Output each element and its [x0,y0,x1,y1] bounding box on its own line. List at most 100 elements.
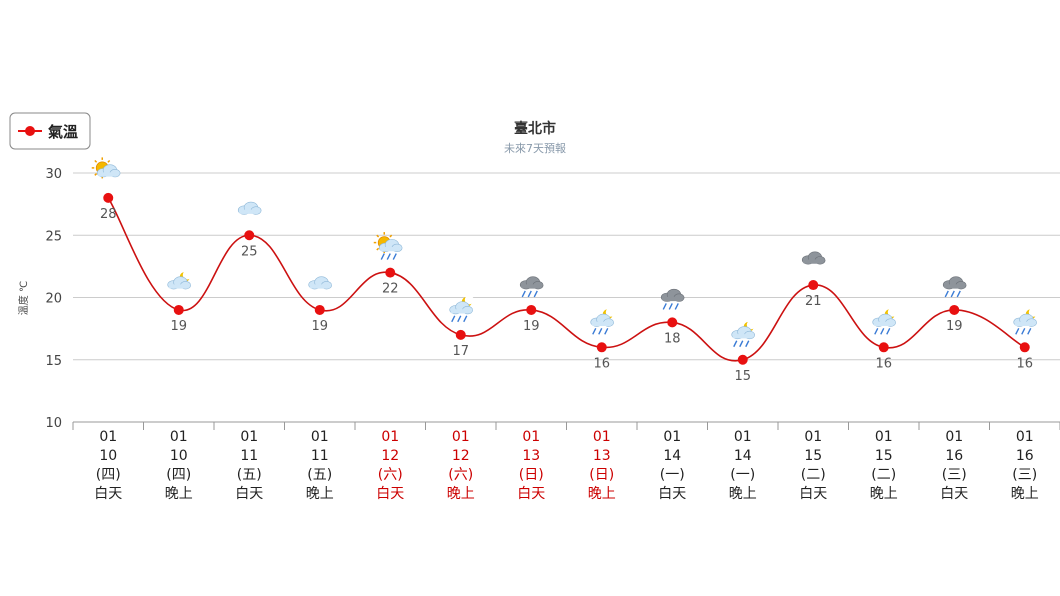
data-point[interactable] [314,304,325,315]
x-tick-label: 白天 [517,486,545,502]
rain-drop [533,290,538,298]
x-tick-label: 白天 [235,486,263,502]
rain-drop [604,327,609,335]
data-point[interactable] [244,230,255,241]
x-tick-label: 14 [663,448,681,464]
rain-drop [950,290,955,298]
y-tick-label: 30 [45,167,62,182]
data-point[interactable] [1019,342,1030,353]
data-label: 19 [170,319,187,334]
data-point[interactable] [878,342,889,353]
x-tick-label: 14 [734,448,752,464]
data-points[interactable] [103,192,1030,365]
data-point[interactable] [949,304,960,315]
data-label: 19 [523,319,540,334]
x-tick-label: 01 [522,429,540,445]
data-point[interactable] [808,280,819,291]
grid-lines [73,172,1060,423]
dark-cloud-rain-icon [660,288,685,310]
data-point[interactable] [173,304,184,315]
x-tick-label: 白天 [658,486,686,502]
moon-cloud-rain-icon [590,307,615,335]
rain-drop [956,290,961,298]
x-tick-label: (三) [942,467,967,483]
cloud-shape [167,276,191,290]
rain-drop [745,340,750,348]
x-tick-label: (六) [378,467,403,483]
x-tick-label: 晚上 [447,486,475,502]
rain-drop [880,327,885,335]
x-tick-label: 01 [875,429,893,445]
x-tick-label: (六) [448,467,473,483]
weather-icons [91,157,1038,348]
x-tick-label: (一) [730,467,755,483]
x-tick-label: 白天 [940,486,968,502]
x-tick-label: (二) [871,467,896,483]
x-tick-label: 白天 [376,486,404,502]
sun-cloud-rain-icon [373,232,403,260]
temperature-series [107,197,1026,362]
data-point[interactable] [737,354,748,365]
x-tick-label: 16 [945,448,963,464]
legend[interactable]: 氣溫 [9,112,91,150]
rain-drop [1015,327,1020,335]
cloud-shape [96,164,121,178]
rain-drop [733,340,738,348]
legend-label: 氣溫 [48,123,78,141]
cloud-shape [590,313,614,327]
x-tick-label: (四) [166,467,191,483]
x-tick-label: 晚上 [729,486,757,502]
x-tick-label: 白天 [799,486,827,502]
data-label: 15 [734,369,751,384]
data-point[interactable] [385,267,396,278]
x-tick-label: 13 [593,448,611,464]
y-tick-label: 15 [45,354,62,369]
data-point[interactable] [667,317,678,328]
sunny-cloud-icon [91,157,121,179]
x-tick-label: 01 [240,429,258,445]
x-tick-label: 晚上 [306,486,334,502]
data-label: 19 [311,319,328,334]
chart-title: 臺北市 [514,120,556,137]
rain-drop [380,253,385,260]
x-tick-label: 12 [452,448,470,464]
x-tick-label: (一) [660,467,685,483]
x-tick-label: 10 [99,448,117,464]
y-axis-label: 溫度 ℃ [17,281,30,315]
moon-cloud-rain-icon [449,295,474,323]
cloud-shape [660,288,685,302]
x-tick-label: 01 [381,429,399,445]
rain-drop [457,315,462,323]
rain-drop [668,303,673,310]
data-point[interactable] [596,342,607,353]
x-tick-label: 01 [804,429,822,445]
rain-drop [874,327,879,335]
cloud-shape [237,201,262,215]
rain-drop [527,290,532,298]
data-point[interactable] [455,329,466,340]
data-label: 22 [382,282,399,297]
x-tick-label: 01 [593,429,611,445]
data-label: 16 [593,356,610,371]
x-tick-label: (日) [589,467,614,483]
cloud-shape [942,276,967,290]
x-tick-label: 晚上 [588,486,616,502]
data-point[interactable] [103,192,114,203]
series-line [107,197,1026,362]
x-axis: 01 10 (四) 白天 01 10 (四) 晚上 01 11 (五) 白天 01 11 (五) 晚上 01 12… [72,422,1060,502]
y-tick-label: 10 [45,416,62,431]
rain-drop [1027,327,1032,335]
data-point[interactable] [526,304,537,315]
x-tick-label: 01 [99,429,117,445]
data-label: 25 [241,244,258,259]
x-tick-label: 10 [170,448,188,464]
legend-marker [25,126,35,136]
x-tick-label: (三) [1012,467,1037,483]
cloudy-icon [237,201,262,215]
x-tick-label: 晚上 [165,486,193,502]
rain-drop [451,315,456,323]
rain-drop [392,253,397,260]
cloudy-icon [308,276,332,290]
rain-drop [662,303,667,310]
rain-drop [598,327,603,335]
